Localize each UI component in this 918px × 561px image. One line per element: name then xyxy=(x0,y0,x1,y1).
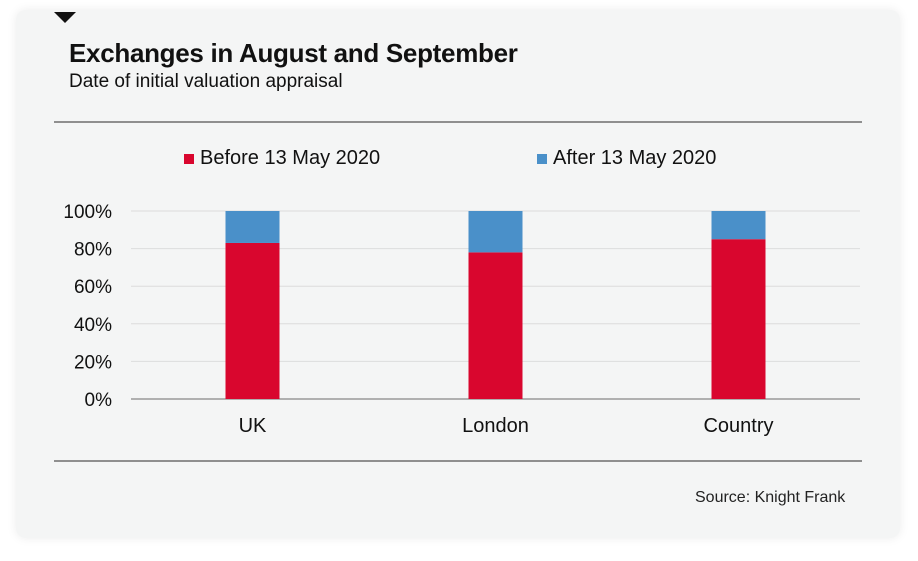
x-tick-label: London xyxy=(462,415,529,437)
chart-subtitle: Date of initial valuation appraisal xyxy=(69,71,343,92)
y-tick-label: 0% xyxy=(85,390,113,411)
y-tick-label: 40% xyxy=(74,315,112,336)
y-tick-label: 80% xyxy=(74,240,112,261)
legend-swatch-before xyxy=(184,153,194,164)
bar-country-before xyxy=(711,239,766,399)
bar-country-after xyxy=(711,211,766,240)
legend-swatch-after xyxy=(537,153,547,164)
bar-london-after xyxy=(468,211,523,253)
caret-down-icon xyxy=(54,12,76,23)
top-divider xyxy=(54,121,862,123)
legend-label-after: After 13 May 2020 xyxy=(553,147,717,169)
chart-title: Exchanges in August and September xyxy=(69,38,518,68)
x-tick-label: UK xyxy=(239,415,267,437)
x-tick-label: Country xyxy=(703,415,773,437)
source-note: Source: Knight Frank xyxy=(695,489,846,506)
bar-uk-before xyxy=(225,242,280,399)
y-tick-label: 60% xyxy=(74,277,112,298)
legend-label-before: Before 13 May 2020 xyxy=(200,147,381,169)
legend-item-before: Before 13 May 2020 xyxy=(184,147,380,170)
legend-item-after: After 13 May 2020 xyxy=(537,147,716,170)
bar-uk-after xyxy=(225,211,280,243)
y-tick-label: 100% xyxy=(63,202,112,223)
bar-london-before xyxy=(468,252,523,399)
bottom-divider xyxy=(54,460,862,462)
y-tick-label: 20% xyxy=(74,352,112,373)
